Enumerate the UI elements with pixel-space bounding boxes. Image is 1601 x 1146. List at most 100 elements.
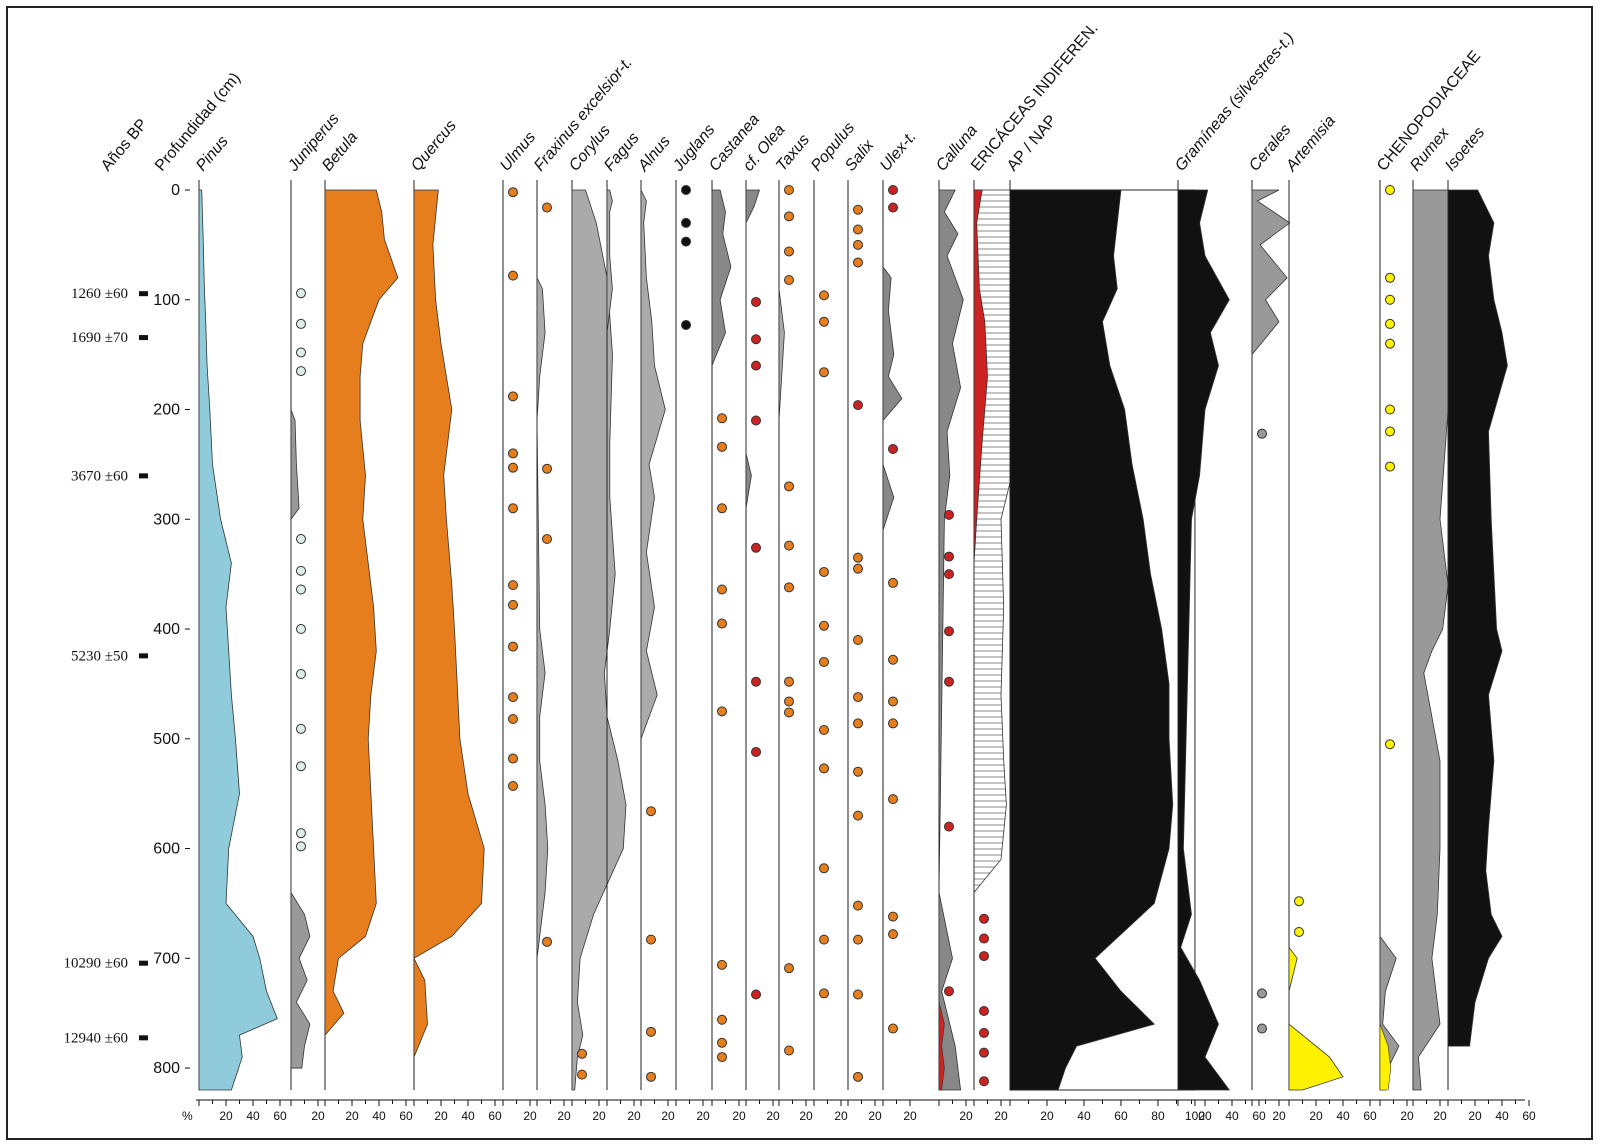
date-marker xyxy=(139,335,148,341)
apnap-box xyxy=(1009,189,1196,1091)
area-ap-nap xyxy=(1009,189,1174,1091)
occurrence-marker xyxy=(1385,272,1395,283)
occurrence-marker xyxy=(853,239,863,250)
taxon-label-pinus: Pinus xyxy=(193,133,232,175)
occurrence-marker xyxy=(784,246,794,257)
occurrence-marker xyxy=(508,580,518,591)
area-cerales xyxy=(1251,189,1291,356)
occurrence-marker xyxy=(751,296,761,307)
x-tick-label: 40 xyxy=(1225,1109,1239,1123)
occurrence-marker xyxy=(853,900,863,911)
date-marker xyxy=(139,653,148,659)
occurrence-marker xyxy=(819,656,829,667)
occurrence-marker xyxy=(944,626,954,637)
occurrence-marker xyxy=(944,986,954,997)
area-gram-neas-silvestres-t- xyxy=(1177,189,1231,1091)
x-tick-label: 60 xyxy=(1363,1109,1377,1123)
occurrence-marker xyxy=(819,725,829,735)
occurrence-marker xyxy=(296,624,306,635)
occurrence-marker xyxy=(784,696,794,707)
occurrence-marker xyxy=(717,441,727,452)
x-tick-label: 20 xyxy=(345,1109,359,1123)
occurrence-marker xyxy=(888,185,898,195)
date-label: 3670 ±60 xyxy=(71,468,128,484)
occurrence-marker xyxy=(508,780,518,791)
occurrence-marker xyxy=(717,503,727,514)
occurrence-marker xyxy=(751,746,761,757)
x-tick-label: 20 xyxy=(1468,1109,1482,1123)
occurrence-marker xyxy=(944,551,954,562)
occurrence-marker xyxy=(784,540,794,551)
occurrence-marker xyxy=(979,1047,989,1058)
occurrence-marker xyxy=(1385,185,1395,195)
occurrence-marker xyxy=(681,236,691,247)
x-tick-label: 20 xyxy=(311,1109,325,1123)
x-tick-label: 40 xyxy=(1336,1109,1350,1123)
occurrence-marker xyxy=(784,185,794,195)
x-tick-label: 60 xyxy=(1522,1109,1536,1123)
occurrence-marker xyxy=(296,565,306,576)
occurrence-marker xyxy=(508,462,518,473)
x-tick-label: 20 xyxy=(903,1109,917,1123)
occurrence-marker xyxy=(853,692,863,703)
taxon-label-isoetes: Isoetes xyxy=(1442,124,1488,174)
x-tick-label: 20 xyxy=(732,1109,746,1123)
occurrence-marker xyxy=(646,934,656,945)
occurrence-marker xyxy=(751,542,761,553)
occurrence-marker xyxy=(542,936,552,947)
taxon-label-gram-neas-silvestres-t-: Gramíneas (silvestres-t.) xyxy=(1172,29,1298,174)
occurrence-marker xyxy=(819,290,829,301)
depth-tick-label: 400 xyxy=(153,621,180,638)
occurrence-marker xyxy=(784,963,794,974)
occurrence-marker xyxy=(1294,926,1304,937)
occurrence-marker xyxy=(646,1071,656,1082)
occurrence-marker xyxy=(979,1076,989,1087)
occurrence-marker xyxy=(508,714,518,725)
area-castanea xyxy=(711,189,732,366)
area-fagus xyxy=(606,189,613,333)
depth-tick-label: 0 xyxy=(171,182,180,199)
occurrence-marker xyxy=(681,185,691,195)
occurrence-marker xyxy=(853,204,863,215)
date-marker xyxy=(139,960,148,966)
x-tick-label: 20 xyxy=(766,1109,780,1123)
occurrence-marker xyxy=(784,1045,794,1056)
occurrence-marker xyxy=(717,959,727,970)
occurrence-marker xyxy=(888,1023,898,1034)
x-tick-label: 20 xyxy=(1433,1109,1447,1123)
occurrence-marker xyxy=(784,582,794,593)
occurrence-marker xyxy=(819,934,829,945)
x-tick-label: 20 xyxy=(994,1109,1008,1123)
x-tick-label: 60 xyxy=(488,1109,502,1123)
x-tick-label: 20 xyxy=(1040,1109,1054,1123)
x-tick-label: 40 xyxy=(461,1109,475,1123)
occurrence-marker xyxy=(508,503,518,514)
occurrence-marker xyxy=(717,584,727,595)
occurrence-marker xyxy=(853,552,863,563)
x-tick-label: 60 xyxy=(1114,1109,1128,1123)
date-label: 10290 ±60 xyxy=(64,956,128,972)
occurrence-marker xyxy=(1294,896,1304,907)
occurrence-marker xyxy=(819,863,829,874)
occurrence-marker xyxy=(751,334,761,345)
area-taxus xyxy=(778,288,785,421)
occurrence-marker xyxy=(784,676,794,687)
occurrence-marker xyxy=(577,1048,587,1059)
occurrence-marker xyxy=(784,275,794,285)
occurrence-marker xyxy=(853,934,863,945)
occurrence-marker xyxy=(819,566,829,577)
occurrence-marker xyxy=(888,929,898,940)
occurrence-marker xyxy=(751,676,761,687)
occurrence-marker xyxy=(542,463,552,474)
area-corylus xyxy=(571,189,627,1091)
x-tick-label: 20 xyxy=(219,1109,233,1123)
occurrence-marker xyxy=(784,707,794,718)
occurrence-marker xyxy=(508,753,518,764)
x-tick-label: 20 xyxy=(1309,1109,1323,1123)
occurrence-marker xyxy=(853,989,863,1000)
occurrence-marker xyxy=(979,1005,989,1016)
date-label: 1260 ±60 xyxy=(71,286,128,302)
occurrence-marker xyxy=(888,911,898,922)
occurrence-marker xyxy=(888,654,898,665)
occurrence-marker xyxy=(888,577,898,588)
